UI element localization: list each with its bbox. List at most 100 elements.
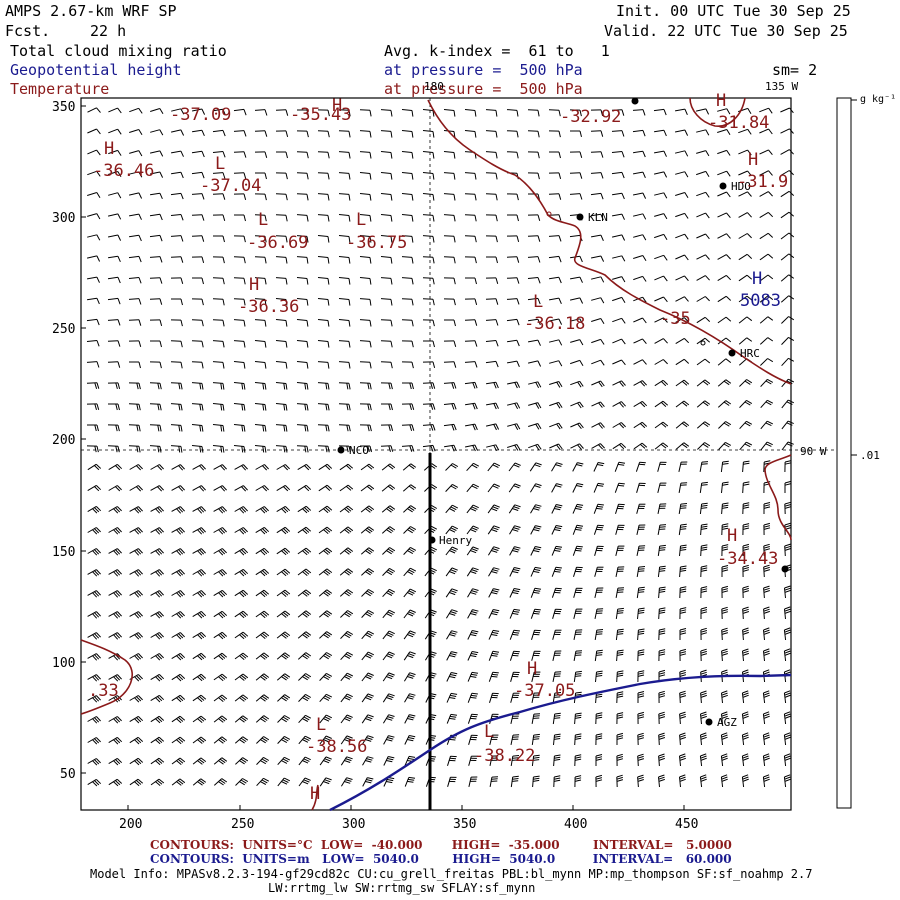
wind-barb-feather: [600, 109, 604, 117]
wind-barb-feather: [537, 151, 540, 159]
wind-barb-feather: [472, 525, 479, 529]
wind-barb-feather: [535, 546, 542, 549]
wind-barb-feather: [306, 109, 309, 117]
wind-barb: [361, 714, 369, 724]
wind-barb-feather: [243, 425, 246, 432]
wind-barb-feather: [197, 718, 203, 723]
wind-barb-feather: [306, 236, 309, 243]
wind-barb-feather: [157, 654, 163, 660]
wind-barb-feather: [243, 485, 248, 491]
wind-barb-feather: [432, 278, 435, 285]
wind-barb-feather: [642, 317, 647, 324]
wind-barb: [632, 109, 644, 111]
wind-barb: [359, 340, 371, 342]
wind-barb-feather: [537, 277, 541, 284]
wind-barb: [149, 403, 161, 405]
wind-barb-feather: [221, 778, 228, 783]
wind-barb-feather: [495, 277, 499, 284]
wind-barb-feather: [472, 567, 479, 571]
temp-extremum-value: -36.46: [93, 161, 155, 181]
wind-barb: [443, 172, 455, 174]
wind-barb: [485, 298, 497, 300]
wind-barb: [212, 361, 224, 363]
wind-barb-feather: [638, 607, 645, 610]
wind-barb-feather: [619, 423, 625, 429]
wind-barb-feather: [197, 676, 203, 682]
wind-barb: [611, 171, 623, 175]
wind-barb-feather: [575, 675, 582, 677]
wind-barb-feather: [410, 567, 417, 572]
wind-barb-feather: [555, 545, 563, 548]
wind-barb: [296, 193, 308, 195]
wind-barb: [699, 755, 703, 767]
wind-barb: [593, 462, 599, 472]
wind-barb-feather: [198, 737, 205, 743]
wind-barb-feather: [784, 501, 791, 505]
wind-barb-feather: [763, 669, 770, 673]
wind-barb-feather: [239, 739, 245, 744]
wind-barb-feather: [680, 505, 687, 507]
wind-barb-feather: [411, 152, 414, 159]
wind-barb: [530, 588, 536, 598]
wind-barb: [548, 235, 560, 237]
wind-barb: [549, 276, 559, 280]
wind-barb-feather: [96, 276, 100, 283]
wind-barb: [317, 361, 329, 363]
wind-barb: [108, 485, 118, 491]
wind-barb-feather: [679, 632, 687, 635]
wind-barb: [488, 651, 494, 661]
wind-barb-feather: [495, 402, 499, 409]
wind-barb-feather: [136, 446, 139, 453]
wind-barb: [233, 151, 245, 153]
wind-barb-feather: [94, 780, 100, 786]
wind-barb: [87, 149, 97, 155]
wind-barb-feather: [746, 316, 753, 322]
wind-barb: [510, 776, 514, 788]
wind-barb-feather: [679, 774, 686, 778]
wind-barb: [339, 589, 349, 597]
wind-barb-feather: [180, 277, 184, 284]
wind-barb-feather: [326, 547, 333, 553]
wind-barb-feather: [721, 669, 728, 673]
wind-barb-feather: [178, 465, 184, 471]
wind-barb-feather: [638, 630, 645, 633]
wind-barb-feather: [220, 528, 226, 534]
wind-barb: [382, 630, 390, 640]
wind-barb: [171, 527, 181, 533]
wind-barb-feather: [201, 527, 206, 533]
wind-barb-feather: [117, 403, 120, 411]
wind-barb-feather: [535, 525, 542, 528]
wind-barb-feather: [663, 192, 668, 199]
wind-barb-feather: [721, 565, 729, 568]
wind-barb: [507, 381, 518, 385]
wind-barb: [170, 214, 182, 216]
wind-barb-feather: [411, 424, 415, 431]
wind-barb-feather: [721, 776, 728, 780]
wind-barb: [528, 318, 538, 322]
wind-barb-feather: [700, 734, 707, 738]
wind-barb-feather: [95, 548, 101, 554]
wind-barb: [150, 108, 160, 112]
wind-barb-feather: [763, 502, 771, 505]
wind-barb-feather: [117, 674, 122, 680]
wind-barb-feather: [369, 362, 372, 369]
wind-barb-feather: [616, 735, 624, 738]
wind-barb-feather: [684, 296, 689, 302]
wind-barb-feather: [389, 588, 396, 593]
wind-barb-feather: [596, 670, 603, 673]
wind-barb-feather: [323, 592, 329, 597]
wind-barb: [108, 716, 118, 722]
wind-barb-feather: [637, 632, 645, 635]
wind-barb-feather: [554, 738, 561, 740]
wind-barb: [87, 569, 97, 575]
wind-barb: [443, 214, 455, 216]
wind-barb-feather: [117, 150, 122, 156]
wind-barb: [129, 129, 139, 133]
wind-barb-feather: [430, 546, 438, 551]
wind-barb-feather: [576, 464, 583, 467]
wind-barb-feather: [642, 276, 647, 282]
wind-barb-feather: [407, 550, 414, 555]
wind-barb: [86, 318, 98, 322]
wind-barb-feather: [596, 714, 603, 717]
wind-barb-feather: [705, 275, 710, 281]
